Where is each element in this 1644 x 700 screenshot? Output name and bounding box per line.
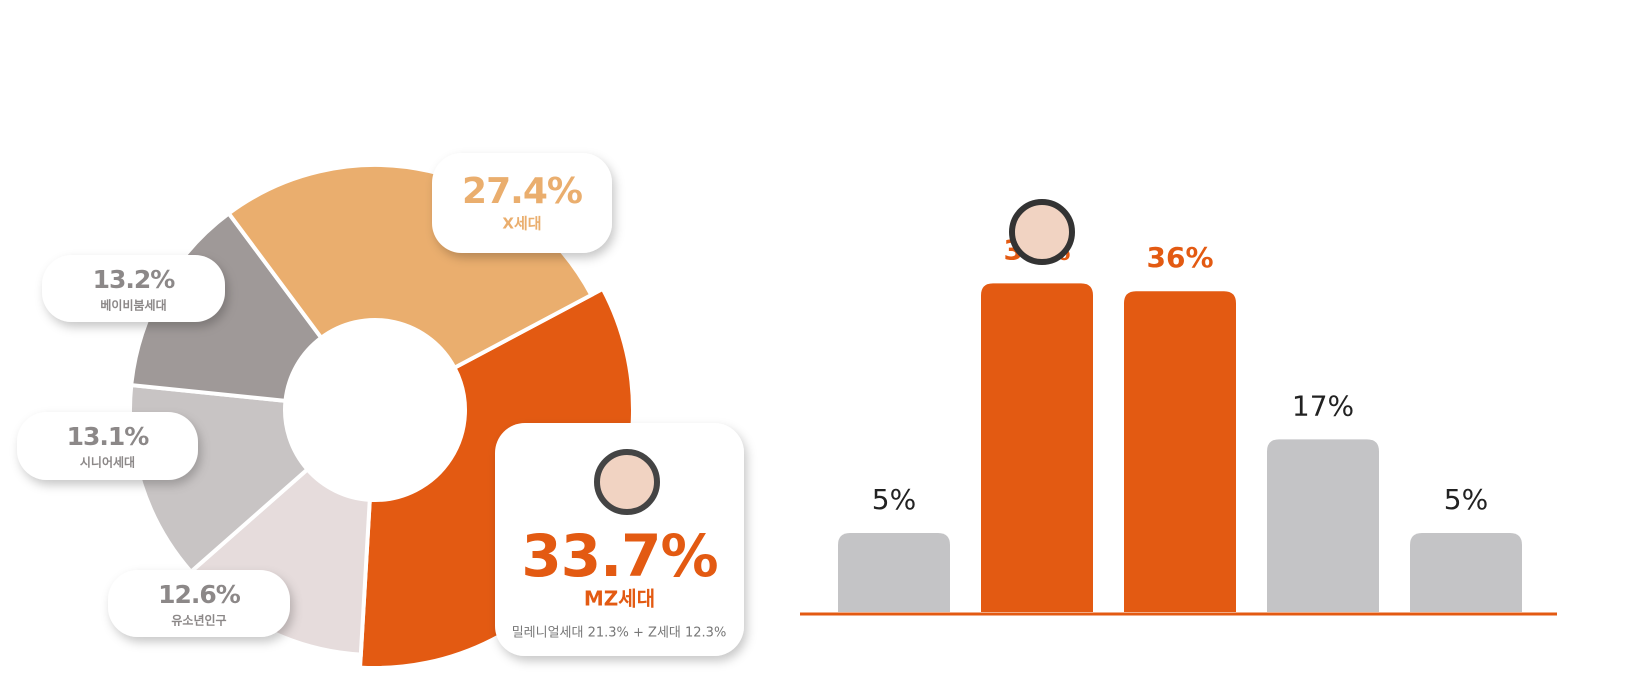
- bar: [1267, 439, 1379, 612]
- donut-slice: [129, 210, 325, 404]
- bar: [1410, 533, 1522, 612]
- value-label: 13.2%: [93, 265, 176, 294]
- category-label: 시니어세대: [80, 455, 135, 470]
- value-label: 36%: [1146, 241, 1213, 274]
- label-card: [17, 412, 198, 480]
- annotation: 밀레니얼세대 21.3% + Z세대 12.3%: [512, 626, 727, 641]
- value-label: 5%: [1444, 483, 1488, 516]
- value-label: 12.6%: [158, 580, 241, 609]
- bar: [838, 533, 950, 612]
- label-card: [495, 423, 744, 656]
- category-label: MZ세대: [584, 587, 655, 611]
- label-card: [432, 153, 612, 253]
- avatar: [1009, 199, 1075, 265]
- bar: [1124, 291, 1236, 612]
- value-label: 13.1%: [67, 422, 150, 451]
- value-label: 5%: [872, 483, 916, 516]
- label-card: [108, 570, 290, 637]
- category-label: X세대: [502, 215, 541, 233]
- category-label: 베이비붐세대: [100, 298, 166, 313]
- value-label: 27.4%: [462, 171, 582, 212]
- value-label: 17%: [1292, 389, 1354, 422]
- category-label: 유소년인구: [171, 613, 226, 628]
- avatar: [594, 449, 660, 515]
- value-label: 33.7%: [521, 522, 717, 590]
- label-card: [42, 255, 225, 322]
- bar: [981, 283, 1093, 612]
